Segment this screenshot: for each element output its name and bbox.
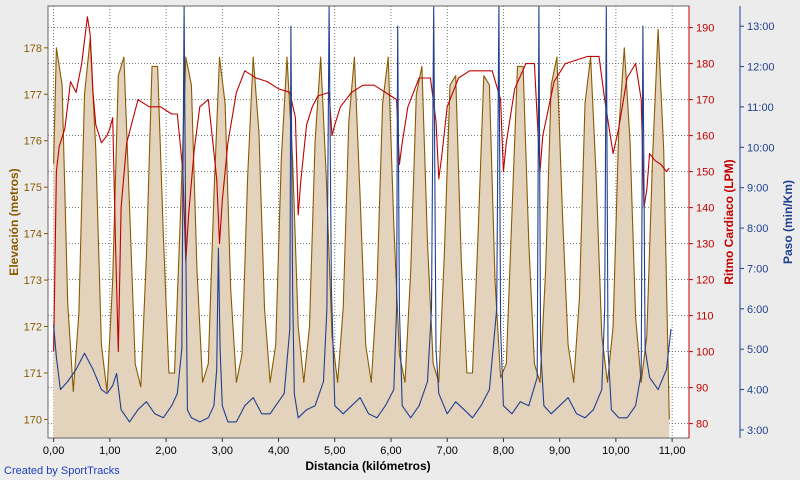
x-tick-label: 4,00: [268, 445, 289, 457]
elevation-tick-label: 176: [24, 136, 42, 148]
series-layer: [53, 5, 672, 438]
pace-tick-label: 13:00: [747, 21, 775, 33]
heart-rate-tick-label: 140: [696, 203, 714, 215]
x-tick-label: 6,00: [380, 445, 401, 457]
x-tick-label: 11,00: [659, 445, 686, 457]
heart-rate-tick-label: 110: [696, 311, 714, 323]
pace-tick-label: 6:00: [747, 304, 768, 316]
heart_rate-line: [53, 16, 670, 353]
elevation-tick-label: 177: [24, 89, 42, 101]
heart-rate-tick-label: 80: [696, 419, 708, 431]
heart-rate-tick-label: 90: [696, 383, 708, 395]
credit-label: Created by SportTracks: [4, 465, 120, 477]
elevation-tick-label: 173: [24, 275, 42, 287]
elevation-tick-label: 172: [24, 322, 42, 334]
elevation-tick-label: 171: [24, 368, 42, 380]
heart-rate-tick-label: 120: [696, 275, 714, 287]
pace-tick-label: 3:00: [747, 425, 768, 437]
x-tick-label: 7,00: [437, 445, 458, 457]
x-tick-label: 10,00: [602, 445, 630, 457]
x-tick-label: 3,00: [212, 445, 233, 457]
pace-axis-title: Paso (min/Km): [781, 180, 795, 264]
heart-rate-axis-title: Ritmo Cardiaco (LPM): [722, 159, 736, 284]
elevation-tick-label: 170: [24, 414, 42, 426]
pace-tick-label: 11:00: [747, 102, 774, 114]
heart-rate-tick-label: 150: [696, 167, 714, 179]
x-tick-label: 9,00: [549, 445, 570, 457]
elevation-axis-title: Elevación (metros): [7, 168, 21, 275]
pace-tick-label: 4:00: [747, 385, 768, 397]
pace-tick-label: 10:00: [747, 142, 775, 154]
x-tick-label: 0,00: [43, 445, 64, 457]
pace-tick-label: 9:00: [747, 183, 768, 195]
heart-rate-tick-label: 180: [696, 59, 714, 71]
pace-tick-label: 5:00: [747, 344, 768, 356]
elevation-tick-label: 178: [24, 43, 42, 55]
heart-rate-tick-label: 100: [696, 347, 714, 359]
elevation-tick-label: 174: [24, 229, 42, 241]
pace-line: [53, 5, 672, 423]
elevation-tick-label: 175: [24, 182, 42, 194]
x-tick-label: 1,00: [99, 445, 120, 457]
x-tick-label: 2,00: [155, 445, 176, 457]
pace-tick-label: 8:00: [747, 223, 768, 235]
pace-tick-label: 12:00: [747, 62, 775, 74]
heart-rate-tick-label: 130: [696, 239, 714, 251]
heart-rate-tick-label: 190: [696, 23, 714, 35]
x-axis-title: Distancia (kilómetros): [305, 459, 430, 473]
heart-rate-tick-label: 170: [696, 95, 714, 107]
elevation-line: [53, 28, 670, 420]
pace-tick-label: 7:00: [747, 263, 768, 275]
x-tick-label: 8,00: [493, 445, 514, 457]
axes: 0,00 1,00 2,00 3,00 4,00 5,00 6,00 7,00 8,00 9,00…: [24, 6, 775, 457]
x-tick-label: 5,00: [324, 445, 345, 457]
heart-rate-tick-label: 160: [696, 131, 714, 143]
